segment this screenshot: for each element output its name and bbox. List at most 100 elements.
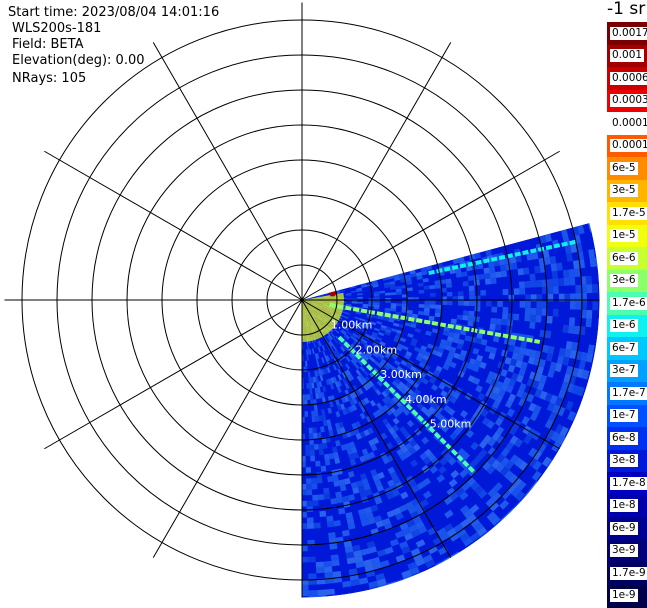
range-ring-label: 1.00km	[331, 319, 373, 332]
sector-cell	[306, 383, 309, 389]
sector-cell	[547, 316, 553, 324]
sector-cell	[407, 287, 413, 291]
sector-cell	[553, 286, 559, 294]
field-label: Field: BETA	[12, 37, 83, 52]
scan-sector	[300, 222, 602, 602]
sector-cell	[309, 428, 313, 434]
colorbar-tick-label: 3e-7	[610, 364, 638, 377]
sector-cell	[495, 271, 501, 278]
sector-cell	[424, 312, 430, 316]
sector-cell	[300, 546, 307, 552]
sector-cell	[311, 411, 315, 417]
sector-cell	[469, 311, 475, 316]
sector-cell	[514, 288, 520, 295]
sector-cell	[490, 272, 496, 278]
azimuth-spoke	[153, 42, 302, 300]
sector-cell	[445, 279, 451, 284]
sector-cell	[568, 325, 574, 334]
sector-cell	[313, 433, 318, 439]
sector-cell	[300, 557, 308, 563]
sector-cell	[424, 301, 430, 305]
sector-cell	[312, 427, 316, 433]
sector-cell	[306, 467, 311, 473]
sector-cell	[308, 573, 316, 579]
sector-cell	[547, 286, 553, 294]
sector-cell	[308, 557, 316, 563]
colorbar-tick-label: 6e-5	[610, 162, 638, 175]
sector-cell	[385, 300, 391, 303]
sector-cell	[475, 301, 481, 306]
sector-cell	[310, 444, 315, 450]
sector-cell	[435, 309, 441, 313]
sector-cell	[419, 304, 425, 308]
sector-cell	[457, 315, 463, 320]
sector-cell	[586, 284, 592, 293]
sector-cell	[331, 560, 340, 567]
sector-cell	[312, 416, 316, 422]
sector-cell	[575, 285, 581, 293]
sector-cell	[480, 290, 486, 296]
sector-cell	[435, 305, 441, 309]
sector-cell	[300, 590, 309, 596]
colorbar: 0.00170.0010.00060.00030.000170.00016e-5…	[607, 22, 647, 607]
sector-cell	[558, 278, 564, 286]
sector-cell	[391, 303, 397, 306]
sector-cell	[562, 325, 568, 333]
sector-cell	[489, 323, 495, 329]
sector-cell	[464, 301, 470, 306]
sector-cell	[385, 293, 391, 296]
sector-cell	[551, 263, 558, 271]
sector-cell	[316, 472, 322, 478]
sector-cell	[309, 433, 313, 439]
sector-cell	[391, 292, 397, 295]
sector-cell	[317, 590, 326, 596]
sector-cell	[300, 585, 309, 591]
sector-cell	[586, 310, 592, 319]
sector-cell	[311, 478, 317, 484]
colorbar-tick-label: 3e-6	[610, 274, 638, 287]
sector-cell	[330, 498, 337, 504]
sector-cell	[564, 278, 570, 286]
sector-cell	[592, 302, 598, 311]
sector-cell	[469, 291, 475, 296]
sector-cell	[534, 266, 540, 274]
sector-cell	[321, 466, 327, 472]
sector-cell	[310, 450, 315, 456]
sector-cell	[502, 307, 508, 313]
sector-cell	[374, 300, 380, 302]
colorbar-tick-label: 6e-9	[610, 522, 638, 535]
sector-cell	[324, 493, 331, 499]
sector-cell	[429, 285, 435, 289]
sector-cell	[508, 313, 514, 320]
sector-cell	[329, 543, 337, 549]
sector-cell	[374, 296, 380, 298]
sector-cell	[305, 450, 310, 456]
sector-cell	[324, 454, 330, 460]
sector-cell	[574, 326, 580, 335]
sector-cell	[324, 572, 333, 578]
sector-cell	[523, 267, 529, 274]
colorbar-tick-label: 1.7e-8	[610, 477, 647, 490]
sector-cell	[495, 324, 501, 331]
sector-cell	[307, 501, 313, 507]
sector-cell	[317, 477, 323, 483]
colorbar-tick-label: 3e-9	[610, 544, 638, 557]
colorbar-tick-label: 0.001	[610, 49, 644, 62]
sector-cell	[547, 279, 553, 287]
colorbar-tick-label: 1e-7	[610, 409, 638, 422]
sector-cell	[305, 411, 309, 417]
sector-cell	[479, 274, 485, 280]
sector-cell	[553, 309, 559, 317]
nrays-label: NRays: 105	[12, 71, 86, 86]
sector-cell	[306, 484, 312, 490]
sector-cell	[456, 272, 462, 278]
sector-cell	[316, 562, 324, 568]
range-ring-label: 5.00km	[430, 418, 472, 431]
sector-cell	[524, 314, 530, 321]
sector-cell	[307, 517, 314, 523]
sector-cell	[326, 589, 335, 595]
sector-cell	[474, 280, 480, 286]
sector-cell	[314, 444, 319, 450]
elevation-label: Elevation(deg): 0.00	[12, 53, 145, 68]
sector-cell	[301, 501, 307, 507]
